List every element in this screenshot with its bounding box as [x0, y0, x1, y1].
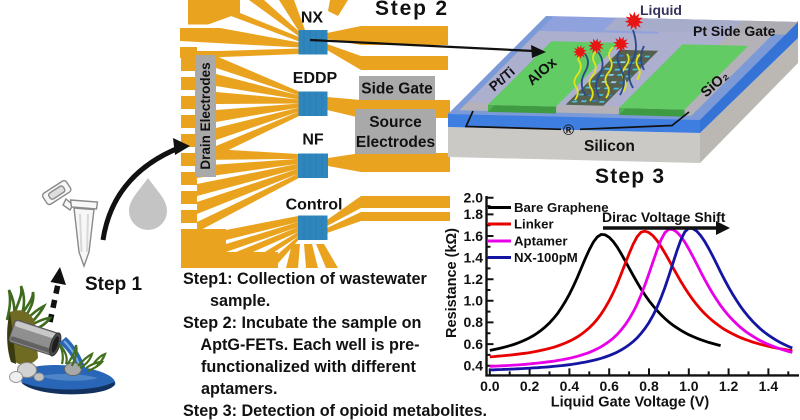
svg-text:Control: Control: [286, 197, 343, 214]
svg-text:1.6: 1.6: [464, 228, 484, 244]
svg-text:Drain Electrodes: Drain Electrodes: [198, 62, 213, 169]
svg-text:1.4: 1.4: [464, 249, 484, 265]
svg-text:Aptamer: Aptamer: [514, 234, 568, 249]
svg-text:1.4: 1.4: [759, 378, 779, 394]
svg-text:Dirac Voltage Shift: Dirac Voltage Shift: [602, 209, 726, 225]
svg-text:Source: Source: [369, 114, 422, 131]
svg-text:1.2: 1.2: [719, 378, 739, 394]
svg-text:0.8: 0.8: [639, 378, 659, 394]
svg-text:1.0: 1.0: [464, 293, 484, 309]
svg-text:Silicon: Silicon: [584, 138, 635, 155]
svg-text:NX: NX: [301, 10, 324, 27]
svg-text:Liquid: Liquid: [640, 2, 682, 18]
svg-text:1.2: 1.2: [464, 271, 484, 287]
svg-text:1.8: 1.8: [464, 206, 484, 222]
svg-text:Side Gate: Side Gate: [361, 81, 433, 98]
svg-text:0.0: 0.0: [480, 378, 500, 394]
svg-text:0.4: 0.4: [464, 358, 484, 374]
svg-text:2.0: 2.0: [464, 190, 484, 206]
svg-text:Linker: Linker: [514, 217, 554, 232]
svg-text:EDDP: EDDP: [293, 70, 338, 87]
svg-text:Pt Side Gate: Pt Side Gate: [693, 23, 776, 39]
svg-text:0.8: 0.8: [464, 314, 484, 330]
svg-text:NF: NF: [302, 132, 324, 149]
svg-text:®: ®: [563, 122, 574, 139]
svg-text:0.6: 0.6: [464, 336, 484, 352]
svg-text:0.4: 0.4: [560, 378, 580, 394]
svg-text:0.6: 0.6: [599, 378, 619, 394]
svg-text:1.0: 1.0: [679, 378, 699, 394]
svg-text:0.2: 0.2: [520, 378, 540, 394]
svg-text:Electrodes: Electrodes: [356, 134, 435, 151]
svg-text:Bare Graphene: Bare Graphene: [514, 200, 609, 215]
svg-text:NX-100pM: NX-100pM: [514, 250, 578, 265]
svg-text:Liquid Gate Voltage (V): Liquid Gate Voltage (V): [551, 395, 710, 411]
svg-text:Resistance (kΩ): Resistance (kΩ): [444, 228, 460, 338]
